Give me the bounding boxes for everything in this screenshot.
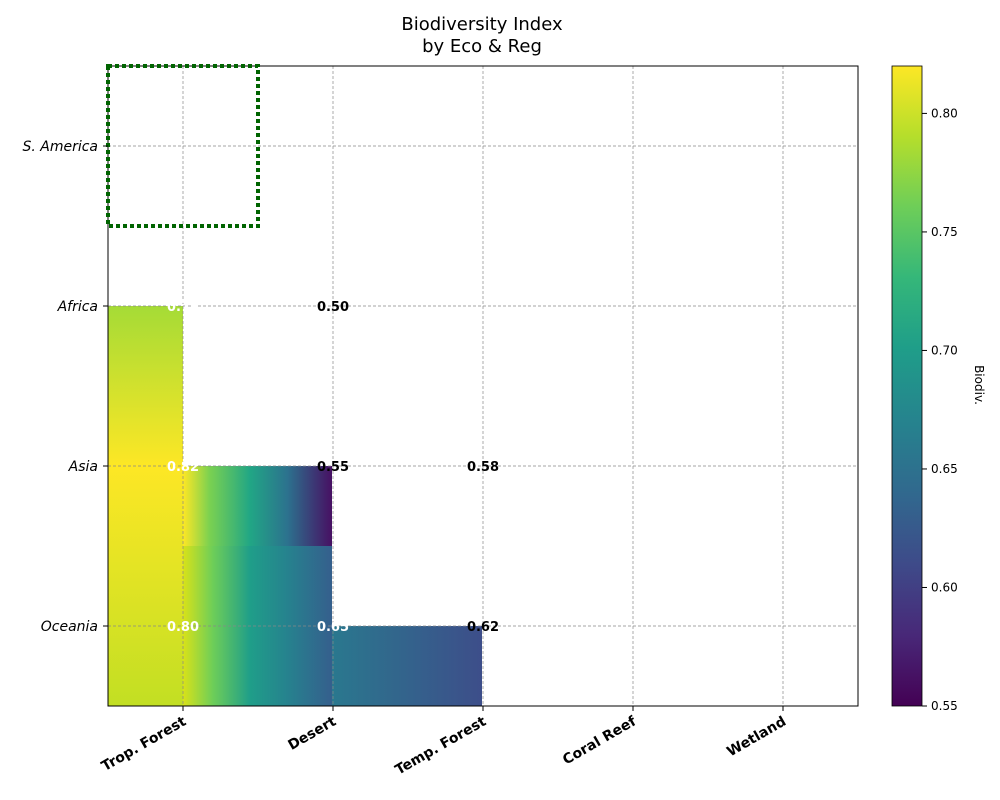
y-tick-label-asia: Asia bbox=[68, 459, 98, 475]
x-tick-label-wetland: Wetland bbox=[724, 714, 789, 761]
cell-label-oceania-desert: 0.65 bbox=[317, 620, 349, 635]
x-tick-label-trop-forest: Trop. Forest bbox=[99, 713, 189, 774]
colorbar-tick-label: 0.65 bbox=[931, 462, 958, 476]
cell-labels: 0.78 0.82 0.80 0.50 0.55 0.65 0.58 0.62 bbox=[167, 300, 499, 635]
colorbar-ticks: 0.55 0.60 0.65 0.70 0.75 0.80 bbox=[922, 106, 958, 713]
colorbar-label: Biodiv. bbox=[972, 365, 986, 405]
cell-label-oceania-trop-forest: 0.80 bbox=[167, 620, 199, 635]
colorbar bbox=[891, 65, 923, 707]
colorbar-tick-label: 0.60 bbox=[931, 580, 958, 594]
cell-label-asia-desert: 0.55 bbox=[317, 460, 349, 475]
x-tick-label-desert: Desert bbox=[285, 713, 339, 753]
cell-label-africa-trop-forest: 0.78 bbox=[167, 300, 199, 315]
colorbar-tick-label: 0.80 bbox=[931, 106, 958, 120]
colorbar-tick-label: 0.70 bbox=[931, 343, 958, 357]
x-tick-label-temp-forest: Temp. Forest bbox=[393, 713, 490, 778]
cell-label-asia-trop-forest: 0.82 bbox=[167, 460, 199, 475]
colorbar-tick-label: 0.55 bbox=[931, 699, 958, 713]
y-tick-label-s-america: S. America bbox=[22, 139, 98, 155]
chart-title-line-1: Biodiversity Index bbox=[401, 14, 563, 35]
colorbar-tick-label: 0.75 bbox=[931, 225, 958, 239]
y-axis: S. America Africa Asia Oceania bbox=[22, 139, 108, 635]
heatmap-cells bbox=[108, 306, 482, 706]
cell-oceania-temp-forest-band bbox=[332, 626, 482, 706]
cell-label-asia-temp-forest: 0.58 bbox=[467, 460, 499, 475]
cell-label-africa-desert: 0.50 bbox=[317, 300, 349, 315]
y-tick-label-africa: Africa bbox=[57, 299, 98, 315]
cell-asia-desert-band bbox=[183, 466, 332, 546]
grid-lines bbox=[108, 66, 858, 706]
cell-trop-forest-column bbox=[108, 306, 183, 706]
y-tick-label-oceania: Oceania bbox=[41, 619, 98, 635]
x-axis: Trop. Forest Desert Temp. Forest Coral Reef… bbox=[99, 706, 789, 778]
chart-title-line-2: by Eco & Reg bbox=[422, 36, 542, 57]
x-tick-label-coral-reef: Coral Reef bbox=[560, 713, 640, 768]
cell-label-oceania-temp-forest: 0.62 bbox=[467, 620, 499, 635]
cell-asia-desert-band-lower bbox=[183, 546, 332, 706]
